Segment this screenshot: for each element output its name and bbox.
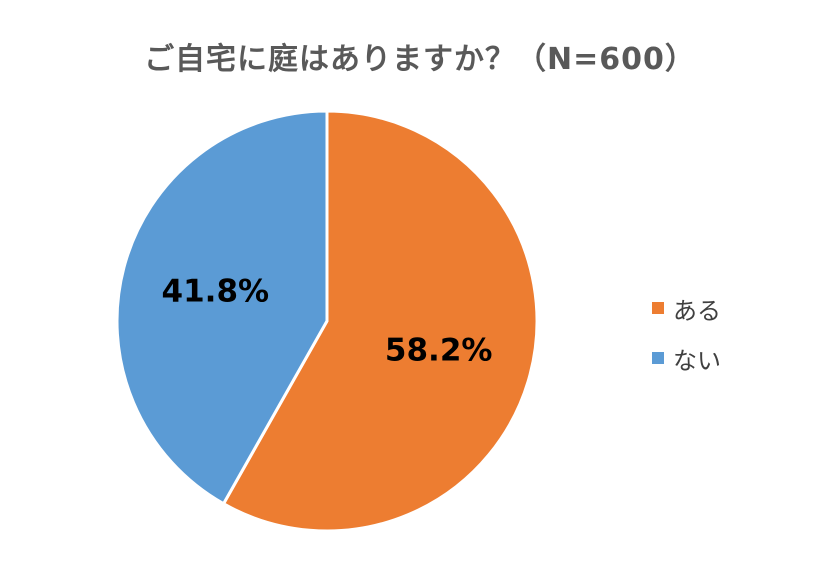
chart-title: ご自宅に庭はありますか？（N=600） — [144, 42, 696, 77]
data-label-aru: 58.2% — [385, 332, 493, 368]
legend-swatch-aru — [652, 302, 664, 314]
legend-item-nai: ない — [652, 344, 721, 375]
legend-label-aru: ある — [673, 296, 721, 325]
legend-label-nai: ない — [673, 346, 721, 375]
legend-item-aru: ある — [652, 294, 721, 325]
pie-slice-aru — [222, 109, 539, 533]
pie-slice-nai — [115, 109, 329, 506]
chart-legend: ある ない — [652, 294, 721, 394]
data-label-nai: 41.8% — [162, 274, 270, 310]
legend-swatch-nai — [652, 352, 664, 364]
